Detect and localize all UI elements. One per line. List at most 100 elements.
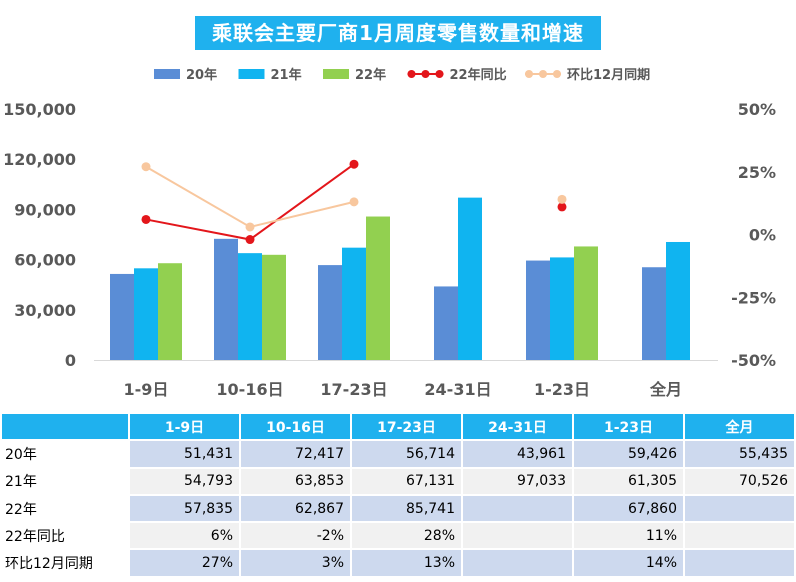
table-cell: 72,417	[239, 439, 352, 469]
legend-swatch	[154, 69, 180, 79]
table-cell: 28%	[350, 521, 463, 551]
series-point	[141, 214, 151, 224]
series-point	[557, 194, 567, 204]
left-axis-tick-label: 0	[65, 351, 76, 370]
legend-swatch-dot	[525, 70, 533, 78]
table-cell	[683, 493, 796, 524]
table-row: 21年 54,793 63,853 67,131 97,033 61,305 7…	[0, 466, 796, 496]
table-cell: 13%	[350, 548, 463, 578]
table-header-cell: 17-23日	[350, 411, 463, 442]
x-axis-tick-label: 17-23日	[320, 380, 387, 399]
bar	[550, 257, 574, 360]
chart-title: 乘联会主要厂商1月周度零售数量和增速	[195, 16, 601, 50]
left-axis-tick-label: 30,000	[14, 301, 76, 320]
x-axis-tick-label: 10-16日	[216, 380, 283, 399]
bar	[318, 265, 342, 360]
table-header-cell: 10-16日	[239, 411, 352, 442]
bar	[342, 247, 366, 360]
bar	[526, 260, 550, 360]
row-label: 22年	[0, 493, 130, 524]
table-cell: 61,305	[572, 466, 685, 496]
table-header-cell: 1-23日	[572, 411, 685, 442]
data-table: 1-9日 10-16日 17-23日 24-31日 1-23日 全月 20年 5…	[0, 411, 796, 578]
table-header-row: 1-9日 10-16日 17-23日 24-31日 1-23日 全月	[0, 411, 796, 442]
bar	[642, 267, 666, 360]
bar	[134, 268, 158, 360]
right-axis-tick-label: 0%	[749, 226, 776, 245]
legend-swatch-dot	[553, 70, 561, 78]
table-cell: 67,860	[572, 493, 685, 524]
table-cell: 27%	[128, 548, 241, 578]
table-cell: 63,853	[239, 466, 352, 496]
x-axis-tick-label: 全月	[649, 380, 682, 399]
legend-swatch-dot	[407, 70, 416, 78]
table-cell: 97,033	[461, 466, 574, 496]
right-axis-tick-label: -50%	[731, 351, 776, 370]
bar	[214, 238, 238, 360]
legend-swatch	[323, 69, 349, 79]
legend-swatch	[238, 69, 265, 79]
series-point	[557, 202, 567, 212]
table-cell: 70,526	[683, 466, 796, 496]
row-label: 21年	[0, 466, 130, 496]
table-cell	[461, 493, 574, 524]
left-axis-tick-label: 150,000	[3, 100, 76, 119]
bar	[458, 197, 482, 360]
table-cell: 85,741	[350, 493, 463, 524]
x-axis-tick-label: 24-31日	[424, 380, 491, 399]
bar	[110, 273, 134, 360]
table-cell: 14%	[572, 548, 685, 578]
table-cell	[461, 521, 574, 551]
series-point	[349, 159, 359, 169]
bar	[238, 253, 262, 360]
table-header-cell: 24-31日	[461, 411, 574, 442]
table-cell: 51,431	[128, 439, 241, 469]
table-cell: 6%	[128, 521, 241, 551]
left-axis-tick-label: 120,000	[3, 150, 76, 169]
table-row: 环比12月同期 27% 3% 13% 14%	[0, 548, 796, 578]
table-cell: 43,961	[461, 439, 574, 469]
legend-label: 20年	[186, 67, 217, 83]
table-cell	[461, 548, 574, 578]
table-corner	[0, 411, 130, 442]
bar	[366, 216, 390, 360]
table-cell: 55,435	[683, 439, 796, 469]
table-cell: 11%	[572, 521, 685, 551]
bar	[574, 246, 598, 360]
legend-label: 环比12月同期	[567, 67, 650, 83]
table-row: 22年同比 6% -2% 28% 11%	[0, 521, 796, 551]
table-cell: 62,867	[239, 493, 352, 524]
right-axis-tick-label: -25%	[731, 288, 776, 307]
right-axis-tick-label: 25%	[738, 163, 776, 182]
legend-label: 21年	[271, 67, 302, 83]
series-point	[349, 197, 359, 207]
table-cell: 67,131	[350, 466, 463, 496]
row-label: 环比12月同期	[0, 548, 130, 578]
series-point	[245, 222, 255, 232]
table-cell: -2%	[239, 521, 352, 551]
table-cell	[683, 548, 796, 578]
left-axis-tick-label: 90,000	[14, 200, 76, 219]
legend-label: 22年同比	[450, 67, 507, 83]
left-axis-tick-label: 60,000	[14, 251, 76, 270]
legend-swatch-dot	[435, 70, 444, 78]
legend-swatch-dot	[539, 70, 547, 78]
row-label: 22年同比	[0, 521, 130, 551]
right-axis-tick-label: 50%	[738, 100, 776, 119]
bar	[434, 286, 458, 360]
table-row: 20年 51,431 72,417 56,714 43,961 59,426 5…	[0, 439, 796, 469]
bar	[262, 254, 286, 360]
table-header-cell: 1-9日	[128, 411, 241, 442]
table-cell: 54,793	[128, 466, 241, 496]
series-point	[245, 235, 255, 245]
series-line	[145, 165, 355, 229]
chart-area: 乘联会主要厂商1月周度零售数量和增速 0 30,000 60,000 90,000 12…	[3, 16, 776, 399]
table-cell: 59,426	[572, 439, 685, 469]
series-point	[141, 162, 151, 172]
x-axis-tick-label: 1-9日	[124, 380, 169, 399]
table-cell	[683, 521, 796, 551]
x-axis-tick-label: 1-23日	[534, 380, 590, 399]
bar	[666, 241, 690, 360]
table-header-cell: 全月	[683, 411, 796, 442]
table-cell: 57,835	[128, 493, 241, 524]
